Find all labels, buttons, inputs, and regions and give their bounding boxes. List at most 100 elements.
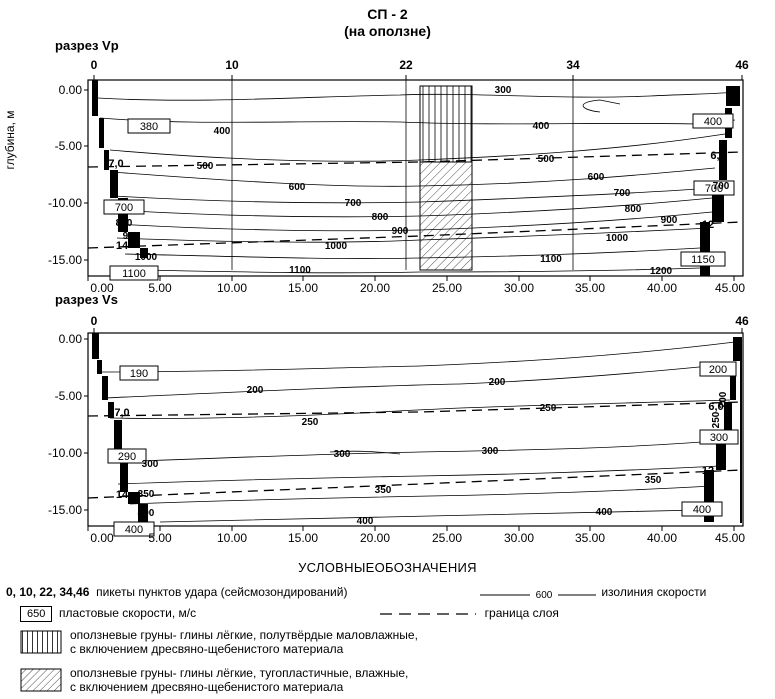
velocity-box-label: 400 [125, 524, 143, 536]
vs-picket-label: 46 [735, 314, 749, 328]
isoline-label: 700 [713, 181, 730, 192]
vs-x-ticks: 0.00 5.00 10.00 15.00 20.00 25.00 30.00 … [90, 531, 745, 545]
vp-isoline-labels: 300 400 400 500 500 600 600 700 700 700 … [116, 85, 730, 277]
isoline-label: 900 [123, 231, 140, 242]
vs-picket-label: 0 [91, 314, 98, 328]
velocity-box-sample: 650 [20, 606, 53, 622]
legend-pickets-text: пикеты пунктов удара (сейсмозондирований… [96, 585, 348, 599]
isoline-label: 400 [596, 507, 613, 518]
x-tick: 45.00 [715, 281, 745, 295]
vs-y-tick: 0.00 [59, 332, 83, 346]
boundary-depth-label: 6,0 [710, 150, 725, 162]
x-tick: 35.00 [575, 281, 605, 295]
legend-isoline-text: изолиния скорости [601, 585, 707, 599]
vp-y-tick: -5.00 [55, 139, 83, 153]
isoline-label: 250 [302, 417, 319, 428]
vs-boundary-labels: 7,0 6,0 14 12 [114, 401, 723, 501]
vp-section: 0 10 22 34 46 0.00 -5.00 -10.00 -15.00 г… [3, 58, 749, 295]
legend-velocity-box: 650 пластовые скорости, м/с [20, 606, 196, 622]
vp-picket-label: 46 [735, 58, 749, 72]
x-tick: 30.00 [504, 281, 534, 295]
legend-boundary-text: граница слоя [484, 606, 559, 620]
x-tick: 35.00 [575, 531, 605, 545]
legend-soil-2-line2: с включением дресвяно-щебенистого матери… [70, 680, 344, 694]
page-title: СП - 2 [367, 6, 408, 22]
y-axis-label: глубина, м [3, 110, 17, 169]
velocity-box-label: 290 [118, 451, 136, 463]
isoline-label: 200 [489, 377, 506, 388]
isoline-label: 300 [334, 449, 351, 460]
x-tick: 40.00 [647, 281, 677, 295]
velocity-box-label: 200 [709, 364, 727, 376]
isoline-label: 400 [138, 508, 155, 519]
isoline-label: 1200 [650, 266, 673, 277]
isoline-label: 400 [533, 121, 550, 132]
isoline-label: 300 [142, 459, 159, 470]
x-tick: 0.00 [90, 281, 114, 295]
isoline-label: 800 [116, 218, 133, 229]
vs-velocity-boxes: 190 200 290 300 400 400 [107, 361, 739, 537]
boundary-depth-label: 6,0 [708, 401, 723, 413]
boundary-depth-label: 14 [116, 240, 129, 252]
isoline-label: 300 [482, 446, 499, 457]
isoline-label: 500 [197, 161, 214, 172]
x-tick: 40.00 [647, 531, 677, 545]
isoline-label: 500 [538, 154, 555, 165]
legend-isoline: 600 изолиния скорости [478, 585, 707, 601]
x-tick: 25.00 [432, 531, 462, 545]
isoline-label: 1100 [289, 265, 311, 276]
vp-y-tick: 0.00 [59, 83, 83, 97]
x-tick: 10.00 [217, 531, 247, 545]
velocity-box-label: 380 [140, 121, 158, 133]
x-tick: 20.00 [360, 281, 390, 295]
velocity-box-label: 700 [115, 202, 133, 214]
boundary-depth-label: 7,0 [114, 407, 129, 419]
vp-boundary-labels: 7,0 6,0 14 12 [108, 150, 725, 252]
isoline-label: 600 [289, 182, 306, 193]
section-label-vs: разрез Vs [55, 292, 118, 307]
x-tick: 45.00 [715, 531, 745, 545]
vp-plot-frame [87, 79, 744, 277]
isoline-label: 350 [645, 475, 662, 486]
isoline-label: 300 [495, 85, 512, 96]
isoline-label: 600 [588, 172, 605, 183]
boundary-depth-label: 7,0 [108, 158, 123, 170]
isoline-label: 700 [345, 198, 362, 209]
vp-picket-label: 22 [399, 58, 413, 72]
vp-picket-label: 34 [566, 58, 580, 72]
isoline-label: 1000 [135, 252, 158, 263]
isoline-label: 800 [372, 212, 389, 223]
isoline-label: 1000 [325, 241, 348, 252]
vs-layer-boundary [87, 401, 743, 499]
x-tick: 5.00 [148, 531, 172, 545]
isoline-label: 200 [247, 385, 264, 396]
boundary-depth-label: 14 [116, 489, 129, 501]
velocity-box-label: 700 [705, 183, 723, 195]
x-tick: 0.00 [90, 531, 114, 545]
soil-stiff-pattern-icon [20, 630, 62, 654]
section-label-vp: разрез Vp [55, 38, 119, 53]
isoline-label: 200 [718, 391, 729, 408]
vp-picket-label: 0 [91, 58, 98, 72]
legend-pickets: 0, 10, 22, 34,46 пикеты пунктов удара (с… [6, 585, 347, 599]
legend-title: УСЛОВНЫЕОБОЗНАЧЕНИЯ [298, 560, 477, 575]
velocity-box-label: 400 [693, 504, 711, 516]
vs-plot-frame [87, 332, 744, 527]
legend-soil-1-line1: оползневые груны- глины лёгкие, полутвёр… [70, 628, 418, 642]
boundary-depth-label: 12 [702, 465, 714, 477]
velocity-box-label: 1100 [122, 268, 146, 280]
vp-layer-boundary [87, 151, 743, 249]
boundary-dash-icon [380, 613, 476, 615]
page-subtitle: (на оползне) [344, 23, 431, 39]
seismic-sections-figure: 0 10 22 34 46 0.00 -5.00 -10.00 -15.00 г… [3, 58, 749, 545]
isoline-label: 800 [625, 204, 642, 215]
isoline-label: 250 [711, 411, 722, 428]
soil-plastic-pattern-icon [20, 668, 62, 692]
velocity-box-label: 300 [710, 432, 728, 444]
vs-y-tick: -5.00 [55, 389, 83, 403]
x-tick: 5.00 [148, 281, 172, 295]
vs-y-tick: -10.00 [48, 446, 82, 460]
velocity-box-label: 190 [130, 368, 148, 380]
vp-y-tick: -10.00 [48, 196, 82, 210]
isoline-label: 1100 [540, 254, 562, 265]
